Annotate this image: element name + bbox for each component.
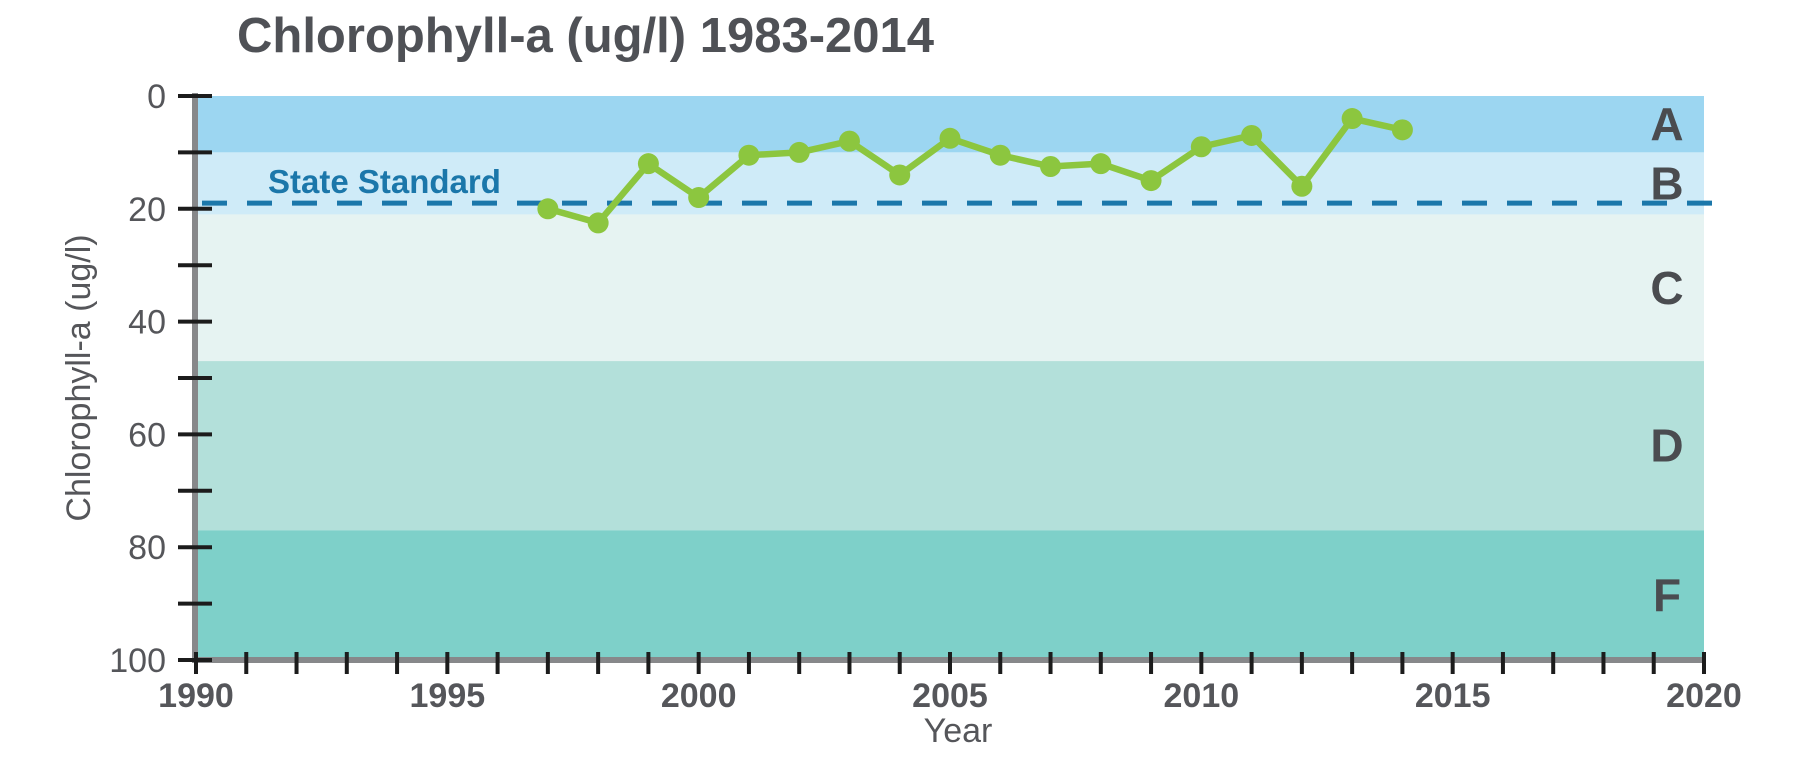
y-tick-label-100: 100 <box>109 642 166 680</box>
data-point-2005 <box>939 127 961 149</box>
x-tick-label-2005: 2005 <box>912 677 988 715</box>
data-point-2004 <box>889 164 911 186</box>
data-point-2003 <box>838 130 860 152</box>
grade-band-C <box>196 214 1704 362</box>
band-label-A: A <box>1650 98 1683 150</box>
grade-band-F <box>196 530 1704 660</box>
data-point-2009 <box>1140 170 1162 192</box>
y-tick-label-40: 40 <box>128 304 166 342</box>
data-point-1997 <box>537 198 559 220</box>
x-tick-label-2015: 2015 <box>1415 677 1491 715</box>
x-tick-label-1990: 1990 <box>158 677 234 715</box>
grade-band-D <box>196 361 1704 531</box>
data-point-2013 <box>1341 108 1363 130</box>
band-label-D: D <box>1650 420 1683 472</box>
data-point-2008 <box>1090 153 1112 175</box>
band-label-F: F <box>1653 569 1681 621</box>
data-point-2000 <box>688 187 710 209</box>
band-label-C: C <box>1650 262 1683 314</box>
y-tick-label-80: 80 <box>128 529 166 567</box>
y-axis-title: Chlorophyll-a (ug/l) <box>60 234 98 521</box>
x-axis-title: Year <box>924 712 993 750</box>
data-point-2010 <box>1190 136 1212 158</box>
x-tick-label-2010: 2010 <box>1164 677 1240 715</box>
state-standard-label: State Standard <box>268 163 501 200</box>
y-tick-label-0: 0 <box>147 78 166 116</box>
data-point-2012 <box>1291 175 1313 197</box>
y-tick-label-60: 60 <box>128 416 166 454</box>
data-point-2011 <box>1241 124 1263 146</box>
data-point-1998 <box>587 212 609 234</box>
data-point-2007 <box>1040 156 1062 177</box>
x-tick-label-1995: 1995 <box>410 677 486 715</box>
chart-title: Chlorophyll-a (ug/l) 1983-2014 <box>237 9 935 63</box>
data-point-2001 <box>738 144 760 166</box>
data-point-1999 <box>637 153 659 175</box>
data-point-2006 <box>989 144 1011 166</box>
x-tick-label-2000: 2000 <box>661 677 737 715</box>
x-tick-label-2020: 2020 <box>1666 677 1742 715</box>
y-tick-label-20: 20 <box>128 191 166 229</box>
data-point-2002 <box>788 141 810 163</box>
data-point-2014 <box>1391 119 1413 141</box>
